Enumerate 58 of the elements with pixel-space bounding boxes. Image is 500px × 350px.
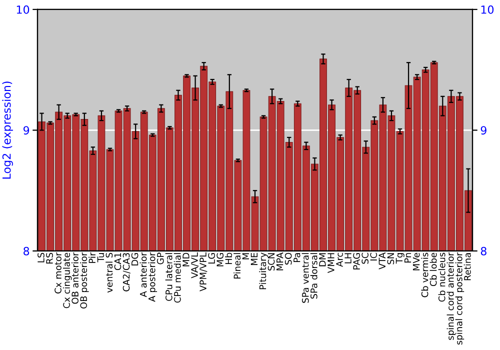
x-tick-label: Cx motor [54,252,62,294]
x-tick-label: ME [250,252,258,265]
x-tick-label: spinal cord anterior [446,252,456,340]
x-tick-label: Tu [97,253,104,262]
x-tick-label: SO [284,252,292,265]
x-tick-label: GP [156,252,164,264]
x-tick-label: CA2/CA3 [122,253,130,292]
y-tick-label: 10 [16,5,30,14]
x-tick-label: MD [182,252,190,266]
x-tick-label: IC [370,252,378,260]
y2-tick-label: 8 [480,246,486,256]
x-tick-label: LG [208,253,215,264]
y2-tick-label: 9 [480,126,486,135]
x-tick-label: PAG [353,253,360,270]
x-tick-label: SPa ventral [302,253,309,303]
x-tick-label: CPu medial [174,253,181,303]
x-tick-label: VPM/VPL [200,252,208,292]
x-tick-label: Cb vermis [421,252,428,298]
y2-tick-label: 10 [481,5,494,14]
x-tick-label: Pa [294,253,300,262]
x-tick-label: MPA [276,252,284,270]
x-tick-label: Tg [396,253,404,264]
x-tick-label: Cx cingulate [62,252,72,308]
x-tick-label: OB posterior [80,252,89,309]
x-tick-label: Cb nucleus [438,252,446,302]
x-tick-label: Pir [88,252,96,263]
x-tick-label: CPu lateral [165,253,172,301]
x-tick-label: Pituitary [259,252,268,290]
x-tick-label: VTA [378,252,386,270]
x-tick-label: MG [216,253,224,266]
x-tick-label: ventral S [106,252,113,293]
x-tick-label: LS [38,252,44,262]
x-tick-label: A anterior [140,252,147,298]
x-tick-label: Arc [336,252,343,267]
x-tick-label: CA1 [114,253,122,270]
x-tick-label: SPa dorsal [310,253,318,299]
x-tick-label: Hb [225,252,232,264]
x-tick-label: Retina [464,253,471,280]
x-tick-label: Pn [404,253,412,262]
x-tick-label: MVe [412,252,420,270]
x-tick-label: RS [46,252,53,264]
y-tick-label: 8 [24,246,30,256]
x-tick-label: LH [344,253,352,264]
y-axis-title: Log2 (expression) [2,82,13,179]
x-tick-label: SN [387,253,394,264]
x-tick-label: M [242,253,249,260]
x-tick-label: SC [362,252,368,264]
x-tick-label: A posterior [148,252,158,302]
x-tick-label: DG [131,253,138,266]
x-tick-label: Pineal [234,253,241,279]
y-tick-label: 9 [23,126,30,135]
x-tick-label: VA/VL [191,252,199,278]
x-tick-label: spinal cord posterior [455,252,464,345]
x-tick-label: Cb lobe [430,252,437,286]
x-tick-label: VMH [328,253,334,274]
x-tick-label: DM [319,253,326,266]
x-tick-label: SCN [268,253,275,271]
x-tick-label: OB anterior [72,252,78,304]
